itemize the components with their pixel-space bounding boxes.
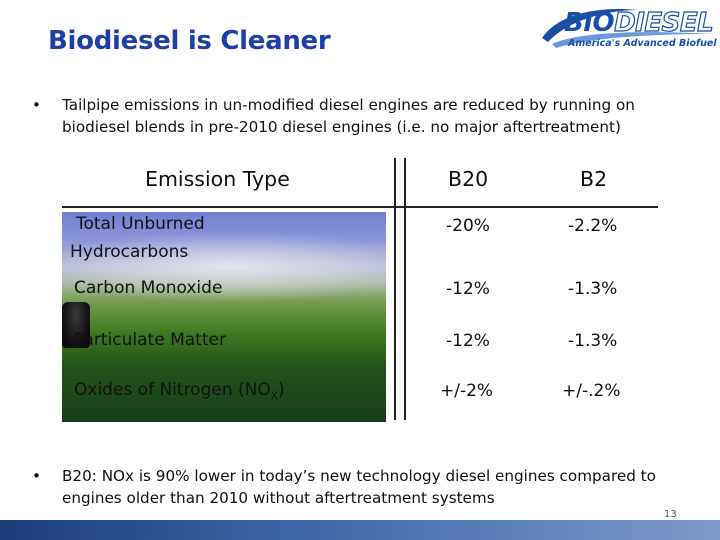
exhaust-haze: [62, 232, 386, 302]
column-header-emission-type: Emission Type: [145, 167, 290, 191]
row-label-oxides-of-nitrogen: Oxides of Nitrogen (NOX): [74, 380, 285, 402]
cell-b2-carbon-monoxide: -1.3%: [568, 279, 618, 299]
bullet-item-2: • B20: NOx is 90% lower in today’s new t…: [32, 465, 712, 509]
row-label-oxides-main: Oxides of Nitrogen (NO: [74, 380, 271, 400]
cell-b2-hydrocarbons: -2.2%: [568, 216, 618, 236]
cell-b2-oxides-of-nitrogen: +/-.2%: [562, 381, 621, 401]
cell-b20-oxides-of-nitrogen: +/-2%: [440, 381, 494, 401]
tailpipe-icon: [62, 302, 90, 348]
table-divider-vertical: [404, 158, 406, 420]
bullet-text: Tailpipe emissions in un-modified diesel…: [62, 96, 635, 136]
column-header-b2: B2: [580, 167, 608, 191]
column-header-b20: B20: [448, 167, 489, 191]
cell-b20-carbon-monoxide: -12%: [446, 279, 490, 299]
row-label-hydrocarbons-line1: Total Unburned: [76, 214, 205, 234]
row-label-hydrocarbons-line2: Hydrocarbons: [70, 242, 189, 262]
bullet-text-line1: B20: NOx is 90% lower in today’s new tec…: [62, 467, 656, 485]
biodiesel-logo: BIODIESEL America's Advanced Biofuel: [538, 4, 718, 60]
page-number: 13: [664, 509, 677, 520]
tailpipe-emissions-photo: [62, 212, 386, 422]
cell-b2-particulate-matter: -1.3%: [568, 331, 618, 351]
row-label-carbon-monoxide: Carbon Monoxide: [74, 278, 223, 298]
bullet-marker: •: [32, 96, 41, 114]
logo-wordmark: BIODIESEL: [564, 7, 714, 38]
logo-bio-text: BIO: [564, 8, 615, 38]
row-label-particulate-matter: Particulate Matter: [74, 330, 226, 350]
row-label-oxides-end: ): [277, 380, 285, 400]
table-divider-vertical: [394, 158, 396, 420]
bullet-marker: •: [32, 467, 41, 485]
footer-bar: [0, 520, 720, 540]
logo-tagline: America's Advanced Biofuel: [568, 38, 717, 49]
logo-diesel-text: DIESEL: [613, 7, 714, 38]
row-label-oxides-subscript: X: [270, 390, 278, 403]
table-header-divider: [62, 206, 658, 208]
cell-b20-particulate-matter: -12%: [446, 331, 490, 351]
slide-title: Biodiesel is Cleaner: [48, 26, 331, 56]
bullet-item-1: • Tailpipe emissions in un-modified dies…: [32, 94, 702, 138]
logo-swoosh-icon: [542, 9, 714, 48]
cell-b20-hydrocarbons: -20%: [446, 216, 490, 236]
bullet-text-line2: engines older than 2010 without aftertre…: [62, 489, 495, 507]
